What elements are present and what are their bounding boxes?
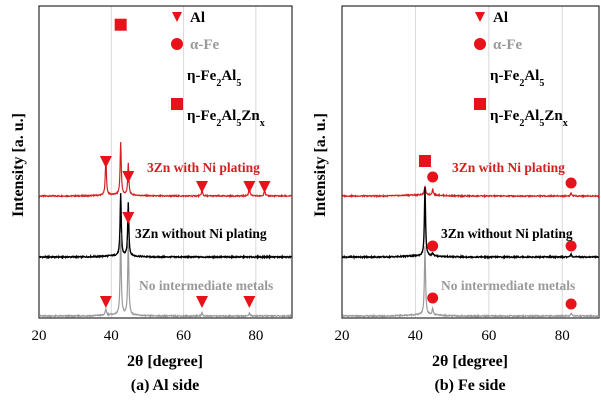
x-tick-label-20: 20: [32, 328, 47, 344]
panel-a-ticks: 20 40 60 80: [32, 328, 264, 344]
legend-al-triangle-icon: [475, 12, 485, 22]
legend-al-label: Al: [190, 10, 205, 26]
marker-circle-no-intermediate-metals-82-4: [565, 298, 577, 310]
marker-circle-no-intermediate-metals-44-7: [427, 292, 439, 304]
legend-al-triangle-icon: [172, 12, 182, 22]
legend-fe2al5znx-square-icon: [171, 98, 183, 110]
legend-fe2al5-label: η-Fe2Al5: [187, 68, 241, 89]
panel-a-frame: [38, 5, 293, 319]
panel-b-series-label-with-ni: 3Zn with Ni plating: [452, 160, 565, 175]
panel-b-series-label-no-intermediate: No intermediate metals: [441, 278, 575, 293]
legend-alpha-fe-circle-icon: [474, 38, 486, 50]
marker-triangle-no-intermediate-metals-65-1: [196, 296, 209, 308]
legend-fe2al5znx-label: η-Fe2Al5Znx: [187, 108, 265, 129]
panel-b-y-axis-title: Intensity [a. u.]: [312, 113, 329, 217]
marker-circle-3zn-without-ni-plating-44-7: [427, 240, 439, 252]
series-line-3zn-without-ni-plating: [39, 193, 292, 260]
marker-triangle-3zn-with-ni-plating-44-7: [122, 171, 135, 183]
marker-circle-3zn-with-ni-plating-82-4: [565, 177, 577, 189]
panel-b-markers: [418, 155, 577, 310]
panel-a-gridlines: [110, 6, 257, 318]
series-line-3zn-without-ni-plating: [342, 187, 599, 260]
panel-a-series-label-without-ni: 3Zn without Ni plating: [135, 226, 267, 241]
marker-triangle-no-intermediate-metals-38-5: [99, 296, 112, 308]
legend-al-label: Al: [493, 10, 508, 26]
legend-fe2al5znx-square-icon: [474, 98, 486, 110]
panel-a-markers: [99, 18, 271, 308]
panel-a-caption: (a) Al side: [131, 377, 199, 394]
marker-square-main-peak: [114, 18, 127, 31]
marker-triangle-3zn-with-ni-plating-65-1: [196, 181, 209, 193]
marker-triangle-3zn-without-ni-plating-44-7: [122, 212, 135, 224]
panel-b-series-label-without-ni: 3Zn without Ni plating: [441, 226, 573, 241]
series-line-no-intermediate-metals: [342, 246, 599, 318]
legend-fe2al5-label: η-Fe2Al5: [490, 68, 544, 89]
panel-a-legend: Al α-Fe η-Fe2Al5 η-Fe2Al5Znx: [171, 10, 265, 129]
legend-alpha-fe-circle-icon: [171, 38, 183, 50]
panel-b-caption: (b) Fe side: [434, 377, 505, 394]
panel-b: 20 40 60 80 Al α-Fe η-Fe2Al5 η-Fe2Al5Znx 3Z…: [312, 5, 600, 394]
legend-fe2al5znx-label: η-Fe2Al5Znx: [490, 108, 568, 129]
x-tick-label-60: 60: [176, 328, 191, 344]
legend-alpha-fe-label: α-Fe: [190, 37, 220, 53]
marker-triangle-3zn-with-ni-plating-38-5: [99, 156, 112, 168]
legend-alpha-fe-label: α-Fe: [493, 37, 523, 53]
panel-b-ticks: 20 40 60 80: [335, 328, 570, 344]
marker-circle-3zn-with-ni-plating-44-7: [427, 171, 439, 183]
x-tick-label-40: 40: [104, 328, 119, 344]
panel-b-legend: Al α-Fe η-Fe2Al5 η-Fe2Al5Znx: [474, 10, 568, 129]
panel-a: 20 40 60 80 Al α-Fe η-Fe2Al5 η-Fe2Al5Znx 3Z…: [10, 5, 293, 394]
x-tick-label-80: 80: [248, 328, 263, 344]
x-tick-label-40: 40: [408, 328, 423, 344]
panel-b-frame: [341, 5, 600, 319]
panel-b-gridlines: [414, 6, 563, 318]
panel-b-series: [342, 185, 599, 318]
panel-a-y-axis-title: Intensity [a. u.]: [10, 113, 27, 217]
panel-a-series-label-no-intermediate: No intermediate metals: [139, 278, 273, 293]
x-tick-label-60: 60: [481, 328, 496, 344]
series-line-no-intermediate-metals: [39, 232, 292, 318]
x-tick-label-80: 80: [555, 328, 570, 344]
panel-a-series-label-with-ni: 3Zn with Ni plating: [147, 160, 260, 175]
panel-a-x-axis-title: 2θ [degree]: [127, 353, 203, 370]
marker-triangle-3zn-with-ni-plating-78-2: [243, 181, 256, 193]
series-line-3zn-with-ni-plating: [342, 185, 599, 199]
marker-triangle-no-intermediate-metals-78-2: [243, 296, 256, 308]
x-tick-label-20: 20: [335, 328, 350, 344]
marker-circle-3zn-without-ni-plating-82-4: [565, 240, 577, 252]
panel-b-x-axis-title: 2θ [degree]: [432, 353, 508, 370]
marker-triangle-3zn-with-ni-plating-82-4: [258, 181, 271, 193]
marker-square-3zn-with-ni-plating-42-6: [418, 155, 431, 167]
